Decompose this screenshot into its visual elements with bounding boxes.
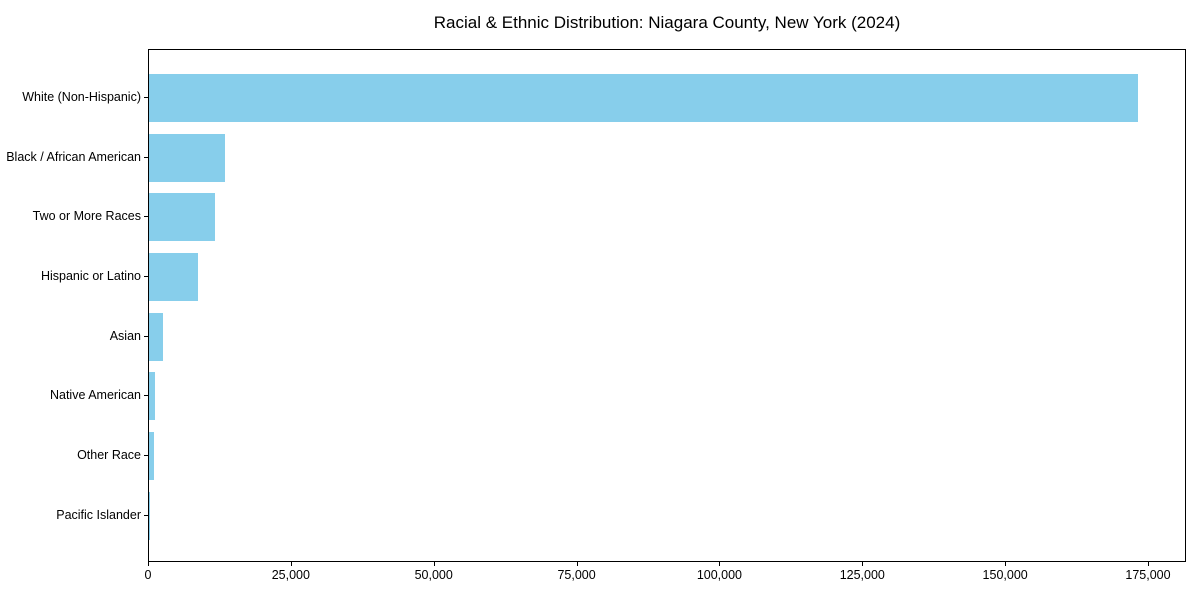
y-axis-label: Hispanic or Latino xyxy=(40,268,141,283)
bar xyxy=(149,74,1138,122)
x-axis-tick-label: 100,000 xyxy=(696,568,743,582)
chart-title: Racial & Ethnic Distribution: Niagara Co… xyxy=(433,13,901,32)
y-axis-label: Pacific Islander xyxy=(56,507,141,522)
x-tick-mark xyxy=(148,562,149,566)
x-tick-mark xyxy=(1005,562,1007,566)
bar xyxy=(149,372,156,421)
y-tick-mark xyxy=(144,275,148,277)
y-tick-mark xyxy=(144,514,148,516)
y-axis-label: White (Non-Hispanic) xyxy=(22,90,141,104)
y-tick-mark xyxy=(144,216,148,218)
x-axis-tick-label: 150,000 xyxy=(982,568,1028,582)
y-axis-label: Other Race xyxy=(77,447,141,462)
y-tick-mark xyxy=(144,395,148,397)
y-axis-label: Black / African American xyxy=(6,149,141,164)
x-axis-tick-label: 0 xyxy=(144,568,152,582)
y-tick-mark xyxy=(144,156,148,158)
x-axis-tick-label: 75,000 xyxy=(557,568,596,582)
x-tick-mark xyxy=(862,562,864,566)
x-tick-mark xyxy=(576,562,578,566)
y-axis-label: Asian xyxy=(109,328,141,343)
x-tick-mark xyxy=(433,562,435,566)
y-tick-mark xyxy=(144,454,148,456)
bar xyxy=(149,133,225,182)
x-tick-mark xyxy=(719,562,721,566)
bar xyxy=(149,312,164,361)
bar xyxy=(149,193,215,242)
y-axis-label: Two or More Races xyxy=(32,209,141,224)
bar xyxy=(149,431,155,480)
x-axis-tick-label: 125,000 xyxy=(839,568,885,582)
x-tick-mark xyxy=(290,562,292,566)
plot-area xyxy=(148,49,1186,562)
y-axis-label: Native American xyxy=(49,388,141,403)
bar xyxy=(149,252,199,301)
y-tick-mark xyxy=(144,335,148,337)
x-axis-tick-label: 175,000 xyxy=(1125,568,1171,582)
x-axis-tick-label: 50,000 xyxy=(414,568,453,582)
y-tick-mark xyxy=(144,97,148,98)
x-axis-tick-label: 25,000 xyxy=(271,568,310,582)
x-tick-mark xyxy=(1148,562,1149,566)
